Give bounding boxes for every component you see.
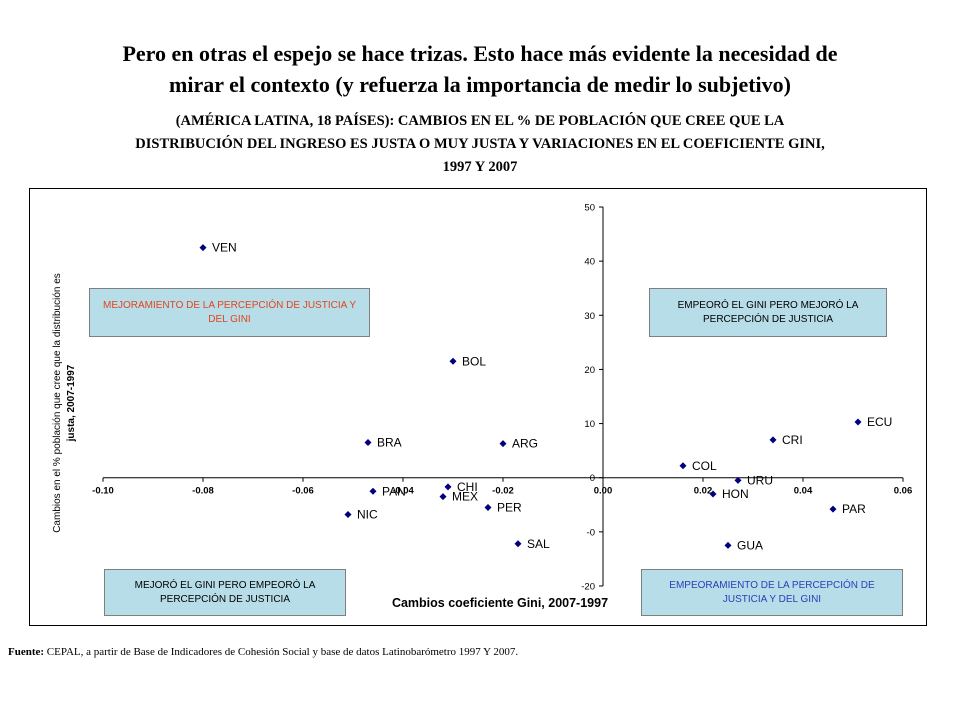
point-marker-cri xyxy=(769,436,777,444)
point-marker-uru xyxy=(734,476,742,484)
point-label-bol: BOL xyxy=(462,354,486,368)
x-tick-label: -0.02 xyxy=(492,486,514,497)
y-tick-label: 20 xyxy=(584,365,595,376)
y-tick-label: 30 xyxy=(584,311,595,322)
x-tick-label: -0.08 xyxy=(192,486,214,497)
y-tick-label: 40 xyxy=(584,257,595,268)
page-title: Pero en otras el espejo se hace trizas. … xyxy=(0,38,960,100)
point-marker-gua xyxy=(724,541,732,549)
chart-frame xyxy=(29,188,927,626)
subtitle-line-1: (AMÉRICA LATINA, 18 PAÍSES): CAMBIOS EN … xyxy=(175,113,785,129)
point-label-gua: GUA xyxy=(737,538,763,552)
y-tick-label: 0 xyxy=(590,473,595,484)
point-label-ecu: ECU xyxy=(867,415,892,429)
x-tick-label: 0.06 xyxy=(894,486,913,497)
quadrant-label-top-left: MEJORAMIENTO DE LA PERCEPCIÓN DE JUSTICI… xyxy=(89,288,370,337)
chart-subtitle: (AMÉRICA LATINA, 18 PAÍSES): CAMBIOS EN … xyxy=(20,110,940,179)
x-tick-label: -0.10 xyxy=(92,486,114,497)
point-label-uru: URU xyxy=(747,473,773,487)
point-marker-per xyxy=(484,503,492,511)
quadrant-bottom-right-text: EMPEORAMIENTO DE LA PERCEPCIÓN DE JUSTIC… xyxy=(669,579,875,605)
point-label-cri: CRI xyxy=(782,433,803,447)
y-axis-label-line-1: Cambios en el % población que cree que l… xyxy=(52,273,63,533)
point-label-per: PER xyxy=(497,500,522,514)
subtitle-line-2: DISTRIBUCIÓN DEL INGRESO ES JUSTA O MUY … xyxy=(135,136,825,152)
quadrant-bottom-left-text: MEJORÓ EL GINI PERO EMPEORÓ LA PERCEPCIÓ… xyxy=(134,579,316,605)
x-tick-label: 0.04 xyxy=(794,486,813,497)
y-tick-label: -0 xyxy=(587,527,595,538)
point-marker-pan xyxy=(369,487,377,495)
title-line-1: Pero en otras el espejo se hace trizas. … xyxy=(122,41,838,66)
point-label-ven: VEN xyxy=(212,241,237,255)
point-label-bra: BRA xyxy=(377,436,402,450)
point-marker-sal xyxy=(514,540,522,548)
chart-axes: -0.10 -0.08 -0.06 -0.04 -0.02 0.00 0.02 0.04 0.0… xyxy=(92,203,912,593)
y-tick-label: 10 xyxy=(584,419,595,430)
point-label-pan: PAN xyxy=(382,484,406,498)
point-marker-ecu xyxy=(854,418,862,426)
subtitle-line-3: 1997 Y 2007 xyxy=(442,159,518,175)
x-tick-label: 0.02 xyxy=(694,486,713,497)
point-label-nic: NIC xyxy=(357,508,378,522)
point-marker-chi xyxy=(444,483,452,491)
x-tick-label: -0.04 xyxy=(392,486,414,497)
title-line-2: mirar el contexto (y refuerza la importa… xyxy=(169,72,791,97)
point-marker-mex xyxy=(439,493,447,501)
quadrant-label-top-right: EMPEORÓ EL GINI PERO MEJORÓ LA PERCEPCIÓ… xyxy=(649,288,887,337)
point-label-chi: CHI xyxy=(457,480,478,494)
point-label-sal: SAL xyxy=(527,537,550,551)
x-axis-label: Cambios coeficiente Gini, 2007-1997 xyxy=(392,596,608,610)
source-label: Fuente: xyxy=(8,646,45,658)
point-label-par: PAR xyxy=(842,502,866,516)
source-note: Fuente: CEPAL, a partir de Base de Indic… xyxy=(8,646,518,658)
point-marker-bol xyxy=(449,357,457,365)
quadrant-label-bottom-right: EMPEORAMIENTO DE LA PERCEPCIÓN DE JUSTIC… xyxy=(641,569,903,616)
point-label-col: COL xyxy=(692,459,717,473)
point-marker-par xyxy=(829,505,837,513)
quadrant-label-bottom-left: MEJORÓ EL GINI PERO EMPEORÓ LA PERCEPCIÓ… xyxy=(104,569,346,616)
y-tick-label: 50 xyxy=(584,203,595,214)
source-text: CEPAL, a partir de Base de Indicadores d… xyxy=(46,646,519,658)
point-marker-nic xyxy=(344,511,352,519)
y-tick-label: -20 xyxy=(581,582,595,593)
x-tick-label: 0.00 xyxy=(594,486,613,497)
quadrant-top-left-text: MEJORAMIENTO DE LA PERCEPCIÓN DE JUSTICI… xyxy=(102,299,357,325)
quadrant-top-right-text: EMPEORÓ EL GINI PERO MEJORÓ LA PERCEPCIÓ… xyxy=(677,299,859,325)
point-marker-hon xyxy=(709,490,717,498)
point-marker-col xyxy=(679,462,687,470)
point-label-hon: HON xyxy=(722,487,749,501)
point-label-arg: ARG xyxy=(512,437,538,451)
point-marker-arg xyxy=(499,440,507,448)
point-marker-bra xyxy=(364,439,372,447)
y-axis-label: Cambios en el % población que cree que l… xyxy=(52,273,77,533)
point-marker-ven xyxy=(199,244,207,252)
y-axis-label-line-2: justa, 2007-1997 xyxy=(66,364,77,442)
x-tick-label: -0.06 xyxy=(292,486,314,497)
point-label-mex: MEX xyxy=(452,490,478,504)
